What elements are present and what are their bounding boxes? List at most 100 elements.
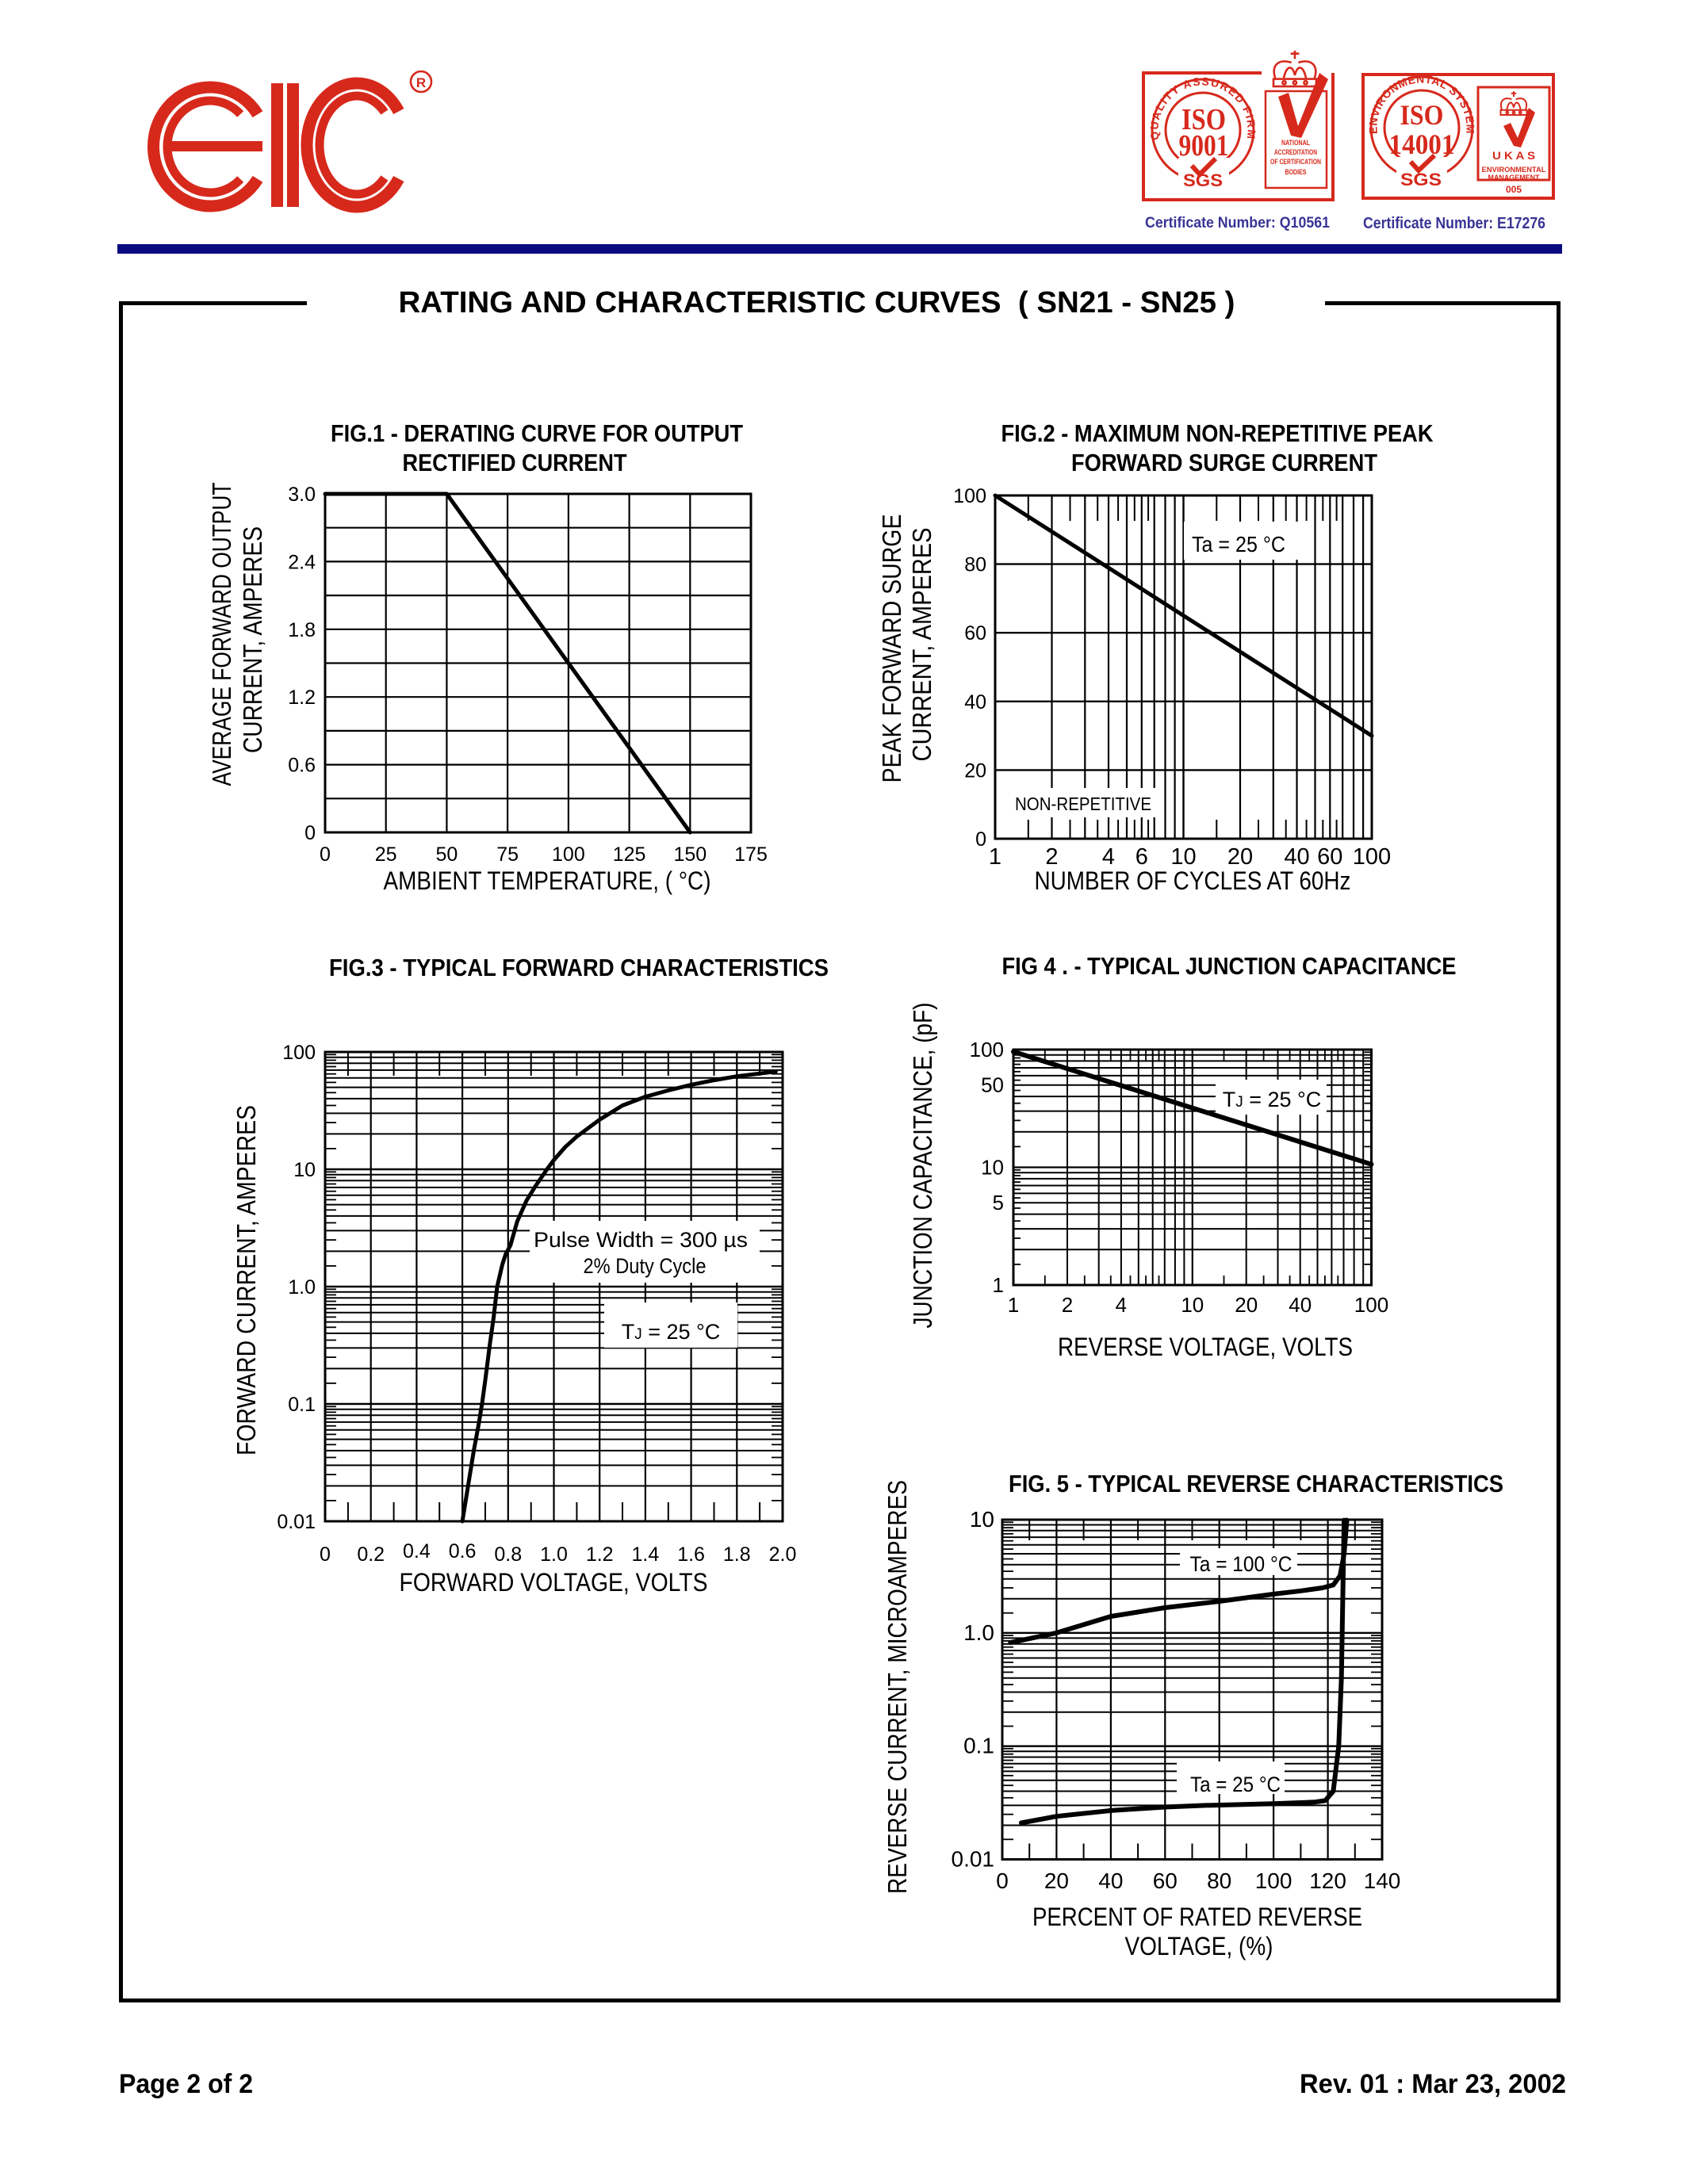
svg-text:125: 125 <box>613 843 646 866</box>
svg-text:RATING AND CHARACTERISTIC CURV: RATING AND CHARACTERISTIC CURVES ( SN21 … <box>399 286 1235 319</box>
svg-text:0: 0 <box>996 1868 1009 1893</box>
svg-text:4: 4 <box>1116 1293 1127 1317</box>
svg-text:1.2: 1.2 <box>288 687 316 709</box>
svg-text:BODIES: BODIES <box>1285 168 1307 177</box>
svg-text:120: 120 <box>1309 1868 1346 1893</box>
svg-text:PEAK FORWARD SURGE: PEAK FORWARD SURGE <box>877 514 906 783</box>
svg-text:1.6: 1.6 <box>677 1543 705 1566</box>
svg-text:Ta = 25 °C: Ta = 25 °C <box>1190 1773 1281 1796</box>
svg-text:40: 40 <box>964 691 986 713</box>
svg-text:AMBIENT TEMPERATURE, ( °C): AMBIENT TEMPERATURE, ( °C) <box>384 866 711 895</box>
svg-text:25: 25 <box>375 843 397 866</box>
svg-text:10: 10 <box>970 1507 994 1532</box>
svg-text:0.6: 0.6 <box>449 1540 477 1562</box>
svg-text:2.4: 2.4 <box>288 551 316 573</box>
svg-text:Certificate Number: Q10561: Certificate Number: Q10561 <box>1145 215 1330 231</box>
svg-text:150: 150 <box>673 843 707 866</box>
svg-text:100: 100 <box>1353 844 1391 870</box>
svg-text:2: 2 <box>1062 1293 1073 1317</box>
svg-text:4: 4 <box>1102 844 1115 870</box>
svg-text:40: 40 <box>1284 844 1309 870</box>
svg-text:10: 10 <box>981 1156 1004 1180</box>
svg-text:1.8: 1.8 <box>288 619 316 641</box>
svg-text:1: 1 <box>989 844 1001 870</box>
svg-text:0.1: 0.1 <box>963 1734 994 1758</box>
svg-text:80: 80 <box>1207 1868 1231 1893</box>
svg-text:Ta = 25 °C: Ta = 25 °C <box>1192 532 1285 557</box>
svg-text:0: 0 <box>320 843 331 866</box>
svg-text:140: 140 <box>1364 1868 1401 1893</box>
svg-text:60: 60 <box>1317 844 1342 870</box>
svg-text:100: 100 <box>1354 1293 1388 1317</box>
svg-text:Page 2 of 2: Page 2 of 2 <box>119 2069 253 2099</box>
svg-text:0.01: 0.01 <box>277 1511 316 1533</box>
svg-text:NATIONAL: NATIONAL <box>1281 139 1310 147</box>
svg-text:10: 10 <box>1170 844 1196 870</box>
svg-text:75: 75 <box>496 843 519 866</box>
svg-text:FORWARD SURGE CURRENT: FORWARD SURGE CURRENT <box>1071 449 1377 476</box>
svg-text:0.4: 0.4 <box>403 1540 431 1562</box>
svg-text:0.01: 0.01 <box>952 1847 995 1872</box>
svg-text:0: 0 <box>320 1543 331 1566</box>
svg-text:2.0: 2.0 <box>769 1543 797 1566</box>
svg-text:Ta = 100 °C: Ta = 100 °C <box>1190 1552 1292 1576</box>
svg-text:100: 100 <box>552 843 585 866</box>
svg-text:0.8: 0.8 <box>494 1543 522 1566</box>
svg-text:80: 80 <box>964 554 986 576</box>
svg-text:Rev. 01 : Mar 23, 2002: Rev. 01 : Mar 23, 2002 <box>1300 2069 1566 2099</box>
svg-text:CURRENT, AMPERES: CURRENT, AMPERES <box>238 526 267 753</box>
svg-text:NUMBER OF CYCLES AT 60Hz: NUMBER OF CYCLES AT 60Hz <box>1035 866 1351 895</box>
svg-text:ISO: ISO <box>1400 99 1444 131</box>
svg-text:0.6: 0.6 <box>288 755 316 777</box>
svg-text:100: 100 <box>953 485 986 507</box>
svg-text:0.2: 0.2 <box>357 1543 385 1566</box>
svg-text:Certificate Number: E17276: Certificate Number: E17276 <box>1363 215 1545 232</box>
svg-text:FIG.1 - DERATING CURVE FOR OUT: FIG.1 - DERATING CURVE FOR OUTPUT <box>331 419 743 447</box>
svg-text:10: 10 <box>293 1159 316 1181</box>
svg-text:1.0: 1.0 <box>288 1276 316 1299</box>
svg-text:50: 50 <box>981 1073 1004 1097</box>
svg-text:0: 0 <box>975 828 986 851</box>
svg-text:FORWARD CURRENT, AMPERES: FORWARD CURRENT, AMPERES <box>232 1105 261 1455</box>
svg-text:JUNCTION CAPACITANCE, (pF): JUNCTION CAPACITANCE, (pF) <box>908 1003 937 1329</box>
svg-text:20: 20 <box>1044 1868 1069 1893</box>
svg-text:10: 10 <box>1181 1293 1204 1317</box>
svg-text:1.8: 1.8 <box>723 1543 751 1566</box>
svg-text:20: 20 <box>964 759 986 782</box>
svg-text:MANAGEMENT: MANAGEMENT <box>1488 174 1540 182</box>
svg-text:U K A S: U K A S <box>1492 149 1535 162</box>
svg-text:REVERSE CURRENT, MICROAMPERES: REVERSE CURRENT, MICROAMPERES <box>883 1480 912 1894</box>
svg-text:5: 5 <box>993 1191 1004 1214</box>
svg-text:REVERSE VOLTAGE, VOLTS: REVERSE VOLTAGE, VOLTS <box>1058 1333 1353 1361</box>
svg-text:SGS: SGS <box>1183 170 1223 190</box>
svg-text:FORWARD VOLTAGE, VOLTS: FORWARD VOLTAGE, VOLTS <box>400 1568 708 1597</box>
svg-text:Pulse Width = 300 µs: Pulse Width = 300 µs <box>534 1228 748 1252</box>
svg-text:14001: 14001 <box>1389 128 1455 160</box>
svg-text:1.0: 1.0 <box>540 1543 568 1566</box>
svg-text:6: 6 <box>1135 844 1148 870</box>
svg-text:20: 20 <box>1227 844 1253 870</box>
svg-text:005: 005 <box>1506 184 1522 195</box>
svg-text:2% Duty Cycle: 2% Duty Cycle <box>584 1254 707 1278</box>
svg-text:ACCREDITATION: ACCREDITATION <box>1274 148 1317 157</box>
svg-text:20: 20 <box>1235 1293 1258 1317</box>
svg-text:FIG.2 - MAXIMUM NON-REPETITIVE: FIG.2 - MAXIMUM NON-REPETITIVE PEAK <box>1001 419 1434 447</box>
svg-text:100: 100 <box>1255 1868 1292 1893</box>
svg-text:1.0: 1.0 <box>963 1620 994 1645</box>
svg-text:3.0: 3.0 <box>288 484 316 506</box>
svg-text:AVERAGE FORWARD OUTPUT: AVERAGE FORWARD OUTPUT <box>207 483 236 786</box>
svg-text:RECTIFIED CURRENT: RECTIFIED CURRENT <box>403 449 627 476</box>
svg-text:50: 50 <box>435 843 458 866</box>
svg-text:FIG 4 . - TYPICAL JUNCTION CAP: FIG 4 . - TYPICAL JUNCTION CAPACITANCE <box>1002 952 1457 980</box>
svg-text:2: 2 <box>1045 844 1058 870</box>
svg-text:60: 60 <box>964 622 986 644</box>
svg-text:VOLTAGE, (%): VOLTAGE, (%) <box>1125 1932 1273 1960</box>
svg-text:NON-REPETITIVE: NON-REPETITIVE <box>1015 794 1151 814</box>
svg-text:PERCENT OF RATED REVERSE: PERCENT OF RATED REVERSE <box>1032 1903 1362 1931</box>
svg-text:40: 40 <box>1289 1293 1312 1317</box>
svg-text:175: 175 <box>734 843 768 866</box>
svg-text:0: 0 <box>304 822 316 844</box>
svg-text:1.2: 1.2 <box>586 1543 614 1566</box>
svg-text:OF CERTIFICATION: OF CERTIFICATION <box>1270 158 1321 166</box>
svg-text:40: 40 <box>1098 1868 1123 1893</box>
